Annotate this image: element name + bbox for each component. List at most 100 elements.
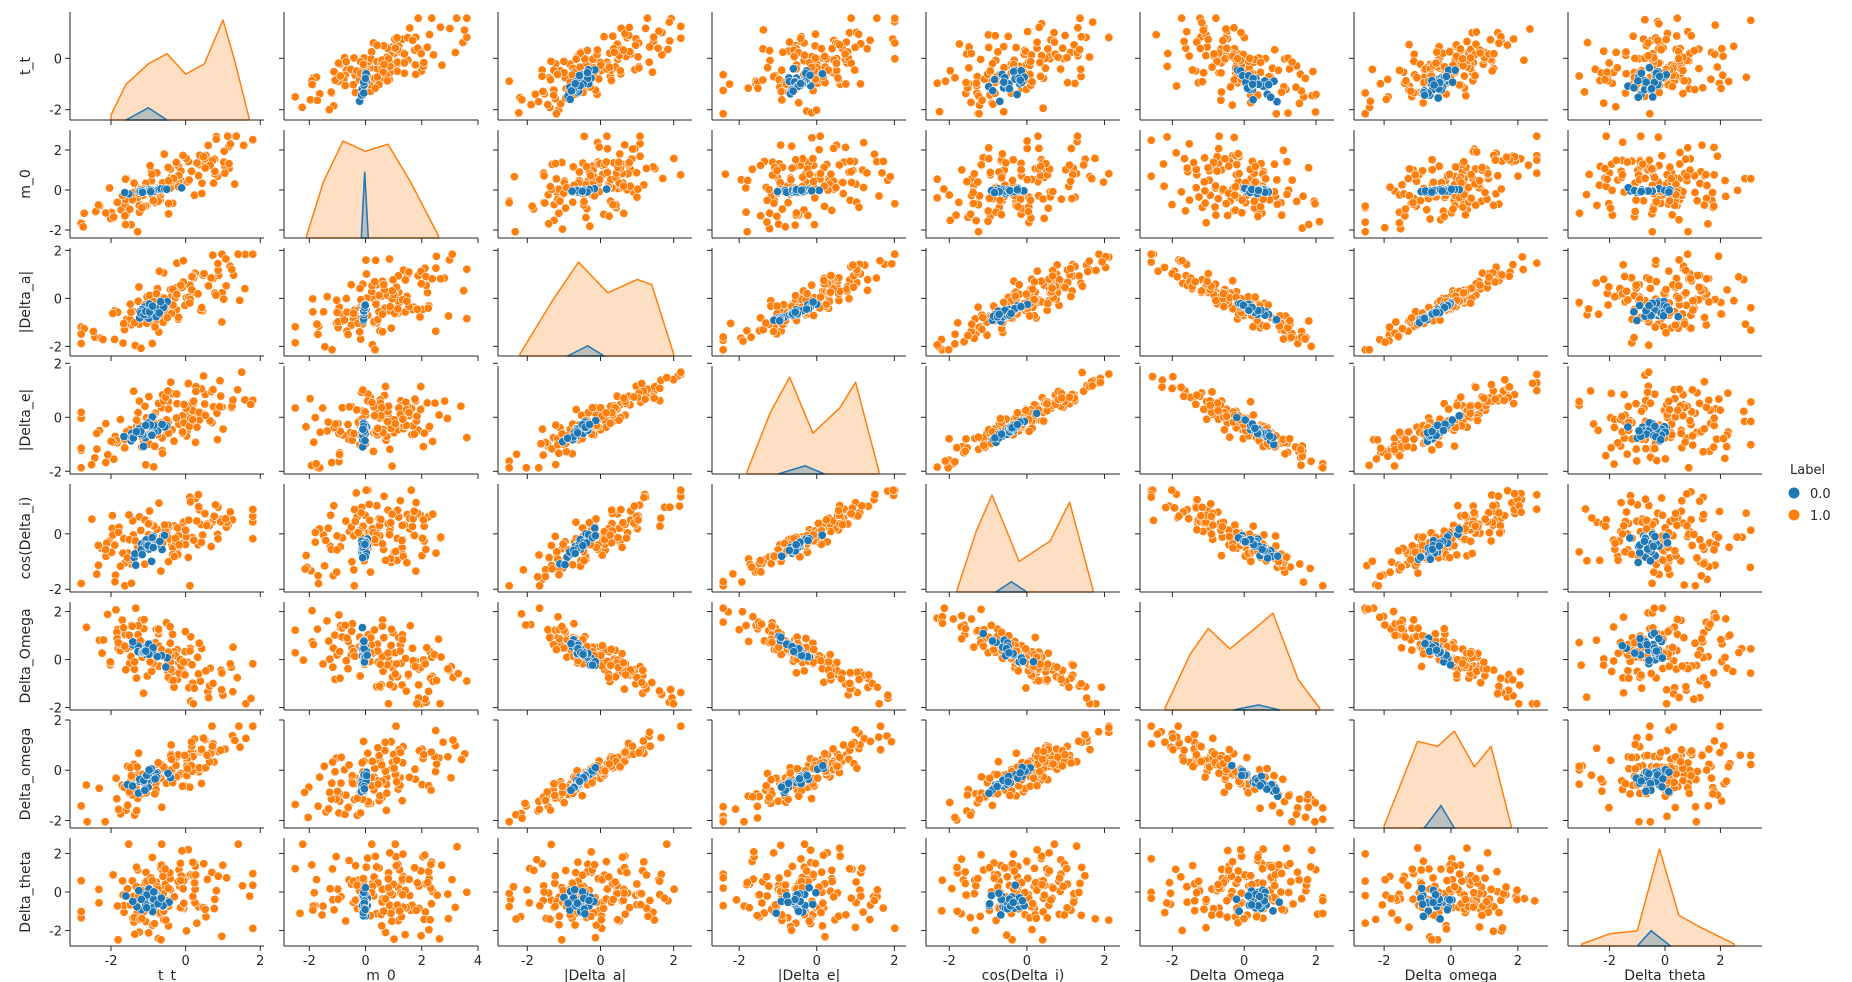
panel-0-7 bbox=[1563, 12, 1762, 125]
point-label-0 bbox=[1644, 63, 1654, 73]
point-label-1 bbox=[76, 407, 86, 417]
point-label-1 bbox=[1460, 210, 1470, 220]
point-label-1 bbox=[415, 312, 425, 322]
point-label-1 bbox=[92, 428, 102, 438]
point-label-1 bbox=[211, 500, 221, 510]
panel-2-7 bbox=[1563, 248, 1762, 361]
point-label-1 bbox=[835, 40, 845, 50]
point-label-1 bbox=[1380, 223, 1390, 233]
point-label-1 bbox=[1393, 332, 1403, 342]
point-label-0 bbox=[1427, 187, 1437, 197]
point-label-1 bbox=[544, 219, 554, 229]
point-label-1 bbox=[228, 395, 238, 405]
point-label-1 bbox=[848, 282, 858, 292]
point-label-1 bbox=[758, 75, 768, 85]
point-label-1 bbox=[620, 29, 630, 39]
point-label-1 bbox=[361, 255, 371, 265]
point-label-0 bbox=[1650, 421, 1660, 431]
point-label-1 bbox=[1286, 332, 1296, 342]
point-label-1 bbox=[1439, 212, 1449, 222]
point-label-1 bbox=[1444, 404, 1454, 414]
point-label-1 bbox=[819, 275, 829, 285]
point-label-1 bbox=[575, 62, 585, 72]
point-label-1 bbox=[1665, 162, 1675, 172]
point-label-1 bbox=[376, 514, 386, 524]
point-label-1 bbox=[855, 79, 865, 89]
point-label-1 bbox=[1452, 400, 1462, 410]
point-label-1 bbox=[990, 31, 1000, 41]
point-label-1 bbox=[1308, 67, 1318, 77]
point-label-1 bbox=[200, 399, 210, 409]
point-label-1 bbox=[1075, 45, 1085, 55]
point-label-1 bbox=[812, 105, 822, 115]
point-label-1 bbox=[614, 157, 624, 167]
point-label-1 bbox=[862, 285, 872, 295]
point-label-1 bbox=[1694, 282, 1704, 292]
point-label-1 bbox=[957, 165, 967, 175]
point-label-1 bbox=[1664, 266, 1674, 276]
point-label-1 bbox=[312, 95, 322, 105]
point-label-1 bbox=[154, 498, 164, 508]
point-label-1 bbox=[1176, 187, 1186, 197]
point-label-1 bbox=[769, 326, 779, 336]
point-label-1 bbox=[633, 52, 643, 62]
point-label-1 bbox=[145, 506, 155, 516]
point-label-1 bbox=[1638, 159, 1648, 169]
point-label-1 bbox=[619, 181, 629, 191]
point-label-1 bbox=[854, 202, 864, 212]
point-label-1 bbox=[1462, 36, 1472, 46]
point-label-1 bbox=[212, 435, 222, 445]
point-label-1 bbox=[1067, 194, 1077, 204]
point-label-1 bbox=[187, 272, 197, 282]
point-label-1 bbox=[1709, 413, 1719, 423]
point-label-1 bbox=[1532, 386, 1542, 396]
point-label-1 bbox=[192, 422, 202, 432]
point-label-1 bbox=[932, 174, 942, 184]
point-label-1 bbox=[1466, 298, 1476, 308]
point-label-1 bbox=[391, 546, 401, 556]
point-label-1 bbox=[504, 76, 514, 86]
y-tick-label: 2 bbox=[54, 244, 62, 259]
point-label-1 bbox=[758, 25, 768, 35]
panel-1-3 bbox=[707, 130, 906, 243]
point-label-1 bbox=[1245, 53, 1255, 63]
point-label-1 bbox=[1606, 203, 1616, 213]
point-label-0 bbox=[1433, 93, 1443, 103]
point-label-1 bbox=[1600, 75, 1610, 85]
point-label-1 bbox=[87, 514, 97, 524]
point-label-0 bbox=[1647, 84, 1657, 94]
point-label-1 bbox=[1490, 155, 1500, 165]
point-label-1 bbox=[164, 199, 174, 209]
point-label-0 bbox=[801, 304, 811, 314]
point-label-1 bbox=[996, 210, 1006, 220]
point-label-1 bbox=[404, 407, 414, 417]
point-label-1 bbox=[540, 198, 550, 208]
point-label-0 bbox=[177, 183, 187, 193]
point-label-1 bbox=[185, 581, 195, 591]
point-label-1 bbox=[561, 203, 571, 213]
point-label-0 bbox=[584, 419, 594, 429]
point-label-1 bbox=[995, 195, 1005, 205]
point-label-1 bbox=[1282, 157, 1292, 167]
point-label-1 bbox=[308, 294, 318, 304]
point-label-1 bbox=[1584, 304, 1594, 314]
point-label-1 bbox=[1088, 17, 1098, 27]
point-label-1 bbox=[1621, 69, 1631, 79]
point-label-1 bbox=[1603, 300, 1613, 310]
point-label-1 bbox=[382, 76, 392, 86]
point-label-1 bbox=[847, 178, 857, 188]
point-label-1 bbox=[1519, 55, 1529, 65]
point-label-1 bbox=[1720, 176, 1730, 186]
point-label-1 bbox=[1021, 289, 1031, 299]
point-label-1 bbox=[290, 403, 300, 413]
point-label-1 bbox=[551, 159, 561, 169]
point-label-1 bbox=[552, 70, 562, 80]
point-label-1 bbox=[635, 151, 645, 161]
point-label-1 bbox=[428, 436, 438, 446]
point-label-1 bbox=[1746, 174, 1756, 184]
point-label-1 bbox=[772, 166, 782, 176]
point-label-1 bbox=[537, 71, 547, 81]
point-label-1 bbox=[1643, 51, 1653, 61]
point-label-1 bbox=[290, 338, 300, 348]
point-label-1 bbox=[973, 432, 983, 442]
